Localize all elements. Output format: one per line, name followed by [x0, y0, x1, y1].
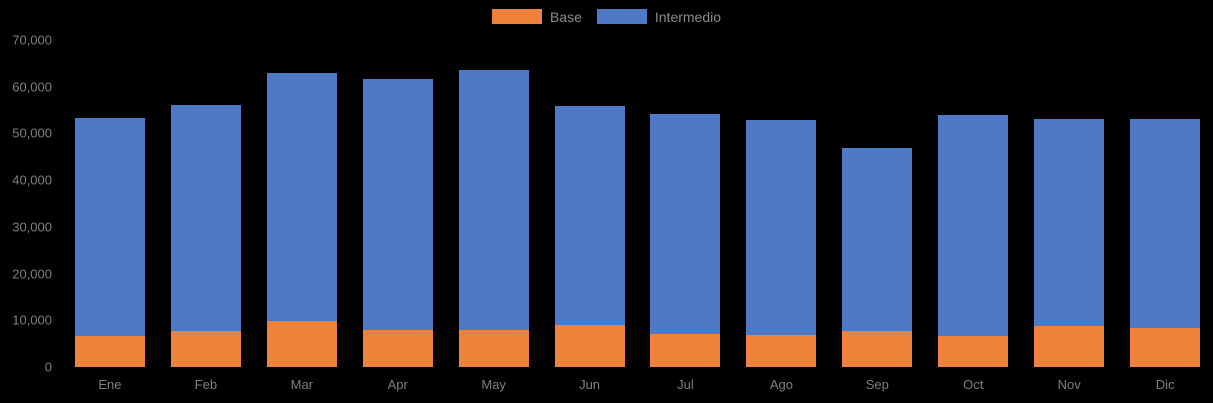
bar-segment-intermedio — [842, 148, 913, 332]
bar-segment-intermedio — [362, 79, 433, 330]
x-axis-label: Sep — [865, 377, 889, 392]
x-axis-label: Jun — [579, 377, 601, 392]
x-axis-label: May — [481, 377, 506, 392]
bar-segment-base — [74, 336, 145, 367]
bar-segment-base — [938, 336, 1009, 367]
bar-segment-intermedio — [650, 113, 721, 335]
bar-segment-base — [170, 331, 241, 367]
bar-segment-intermedio — [74, 117, 145, 337]
bar-slot-ago — [733, 40, 829, 367]
x-axis-label: Feb — [194, 377, 218, 392]
legend-item-base: Base — [491, 8, 582, 25]
x-axis-label: Apr — [387, 377, 408, 392]
bar-segment-intermedio — [938, 115, 1009, 337]
chart-legend: Base Intermedio — [0, 9, 1213, 24]
bar-dic — [1130, 40, 1201, 367]
y-tick-label: 60,000 — [12, 79, 52, 95]
x-axis-label: Nov — [1057, 377, 1081, 392]
bar-slot-mar — [254, 40, 350, 367]
legend-swatch-base-icon — [491, 9, 542, 24]
x-axis-label: Oct — [963, 377, 984, 392]
bar-slot-oct — [925, 40, 1021, 367]
bar-slot-jun — [542, 40, 638, 367]
bar-segment-intermedio — [1034, 119, 1105, 326]
bar-segment-base — [362, 329, 433, 367]
bar-segment-base — [554, 325, 625, 367]
y-tick-label: 20,000 — [12, 266, 52, 282]
bar-slot-sep — [829, 40, 925, 367]
y-axis: 0 10,000 20,000 30,000 40,000 50,000 60,000 70,… — [0, 34, 52, 374]
bar-jul — [650, 40, 721, 367]
bar-slot-feb — [158, 40, 254, 367]
bar-feb — [170, 40, 241, 367]
bar-mar — [266, 40, 337, 367]
bar-slot-dic — [1117, 40, 1213, 367]
bar-segment-intermedio — [170, 104, 241, 332]
y-tick-label: 40,000 — [12, 172, 52, 188]
bar-slot-nov — [1021, 40, 1117, 367]
y-tick-label: 70,000 — [12, 32, 52, 48]
legend-label-intermedio: Intermedio — [654, 8, 722, 25]
bar-segment-base — [1034, 325, 1105, 367]
bar-sep — [842, 40, 913, 367]
bar-nov — [1034, 40, 1105, 367]
legend-item-intermedio: Intermedio — [596, 8, 722, 25]
x-axis: Ene Feb Mar Apr May Jun Jul Ago Sep Oct Nov Dic — [62, 378, 1213, 391]
x-axis-label: Jul — [677, 377, 694, 392]
bar-may — [458, 40, 529, 367]
legend-label-base: Base — [549, 8, 582, 25]
bar-segment-base — [650, 334, 721, 367]
y-tick-label: 30,000 — [12, 219, 52, 235]
y-tick-label: 10,000 — [12, 312, 52, 328]
bar-slot-apr — [350, 40, 446, 367]
bar-segment-base — [842, 331, 913, 367]
bar-segment-intermedio — [1130, 119, 1201, 329]
bar-apr — [362, 40, 433, 367]
bar-segment-intermedio — [266, 73, 337, 321]
x-axis-label: Ene — [98, 377, 122, 392]
bar-segment-intermedio — [458, 70, 529, 330]
bar-segment-base — [266, 320, 337, 367]
bar-slot-jul — [638, 40, 734, 367]
x-axis-label: Ago — [769, 377, 793, 392]
bar-slot-may — [446, 40, 542, 367]
bar-ene — [74, 40, 145, 367]
bar-segment-intermedio — [746, 119, 817, 336]
bar-segment-base — [1130, 328, 1201, 367]
bar-segment-base — [746, 335, 817, 367]
bar-jun — [554, 40, 625, 367]
bar-slot-ene — [62, 40, 158, 367]
y-tick-label: 50,000 — [12, 125, 52, 141]
x-axis-label: Mar — [290, 377, 313, 392]
x-axis-label: Dic — [1155, 377, 1175, 392]
plot-area — [62, 40, 1213, 367]
bar-segment-base — [458, 329, 529, 367]
legend-swatch-intermedio-icon — [596, 9, 647, 24]
bar-segment-intermedio — [554, 106, 625, 326]
bar-ago — [746, 40, 817, 367]
bar-oct — [938, 40, 1009, 367]
y-tick-label: 0 — [44, 359, 52, 375]
